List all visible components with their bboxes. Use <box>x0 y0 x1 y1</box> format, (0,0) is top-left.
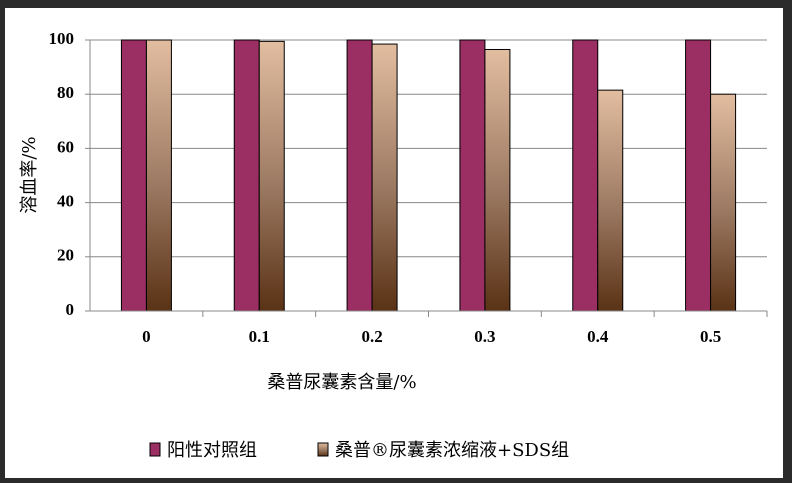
x-tick-label: 0.5 <box>700 327 721 346</box>
legend-label: 阳性对照组 <box>167 440 257 461</box>
y-tick-label: 100 <box>49 29 75 48</box>
bar <box>710 93 737 312</box>
bar <box>120 39 147 312</box>
x-tick-label: 0.3 <box>474 327 495 346</box>
legend-label: 桑普®尿囊素浓缩液+SDS组 <box>335 440 569 461</box>
x-axis-label: 桑普尿囊素含量/% <box>267 372 416 393</box>
bar <box>685 39 712 312</box>
bar <box>346 39 373 312</box>
bar <box>145 39 172 312</box>
y-tick-label: 0 <box>66 300 75 319</box>
y-tick-label: 20 <box>57 246 74 265</box>
bar <box>371 43 398 312</box>
bar <box>572 39 599 312</box>
y-axis-label: 溶血率/% <box>19 136 40 213</box>
legend-swatch <box>317 442 329 457</box>
legend-swatch <box>149 442 161 457</box>
bar <box>459 39 486 312</box>
bar <box>258 40 285 312</box>
y-tick-label: 40 <box>57 192 74 211</box>
y-tick-label: 60 <box>57 137 74 156</box>
x-tick-label: 0.2 <box>361 327 382 346</box>
y-tick-label: 80 <box>57 83 74 102</box>
bar <box>484 48 511 312</box>
x-tick-label: 0.4 <box>587 327 609 346</box>
bar <box>597 89 624 312</box>
x-tick-label: 0.1 <box>249 327 270 346</box>
bar <box>233 39 260 312</box>
x-tick-label: 0 <box>142 327 151 346</box>
